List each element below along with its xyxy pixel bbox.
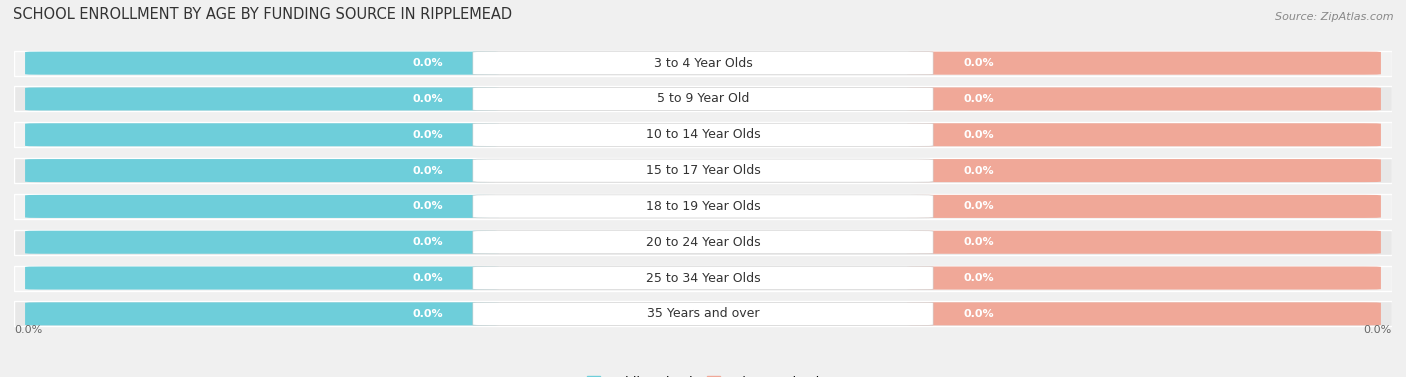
FancyBboxPatch shape [907,159,1381,182]
FancyBboxPatch shape [25,87,499,110]
Text: 0.0%: 0.0% [963,309,994,319]
FancyBboxPatch shape [907,123,1381,146]
FancyBboxPatch shape [472,267,934,290]
Text: 18 to 19 Year Olds: 18 to 19 Year Olds [645,200,761,213]
FancyBboxPatch shape [472,123,934,146]
Text: 0.0%: 0.0% [963,130,994,140]
FancyBboxPatch shape [472,52,934,75]
Text: 0.0%: 0.0% [412,58,443,68]
Text: 0.0%: 0.0% [963,201,994,211]
FancyBboxPatch shape [907,87,1381,110]
Text: 20 to 24 Year Olds: 20 to 24 Year Olds [645,236,761,249]
FancyBboxPatch shape [14,194,1392,219]
FancyBboxPatch shape [25,195,499,218]
Text: 0.0%: 0.0% [412,237,443,247]
FancyBboxPatch shape [14,158,1392,183]
FancyBboxPatch shape [14,301,1392,326]
Text: 35 Years and over: 35 Years and over [647,307,759,320]
FancyBboxPatch shape [472,195,934,218]
FancyBboxPatch shape [14,230,1392,255]
Text: 10 to 14 Year Olds: 10 to 14 Year Olds [645,128,761,141]
FancyBboxPatch shape [25,159,499,182]
FancyBboxPatch shape [14,86,1392,112]
Text: Source: ZipAtlas.com: Source: ZipAtlas.com [1275,12,1393,22]
Text: 0.0%: 0.0% [963,273,994,283]
Text: 15 to 17 Year Olds: 15 to 17 Year Olds [645,164,761,177]
Text: 0.0%: 0.0% [412,166,443,176]
Text: 0.0%: 0.0% [412,130,443,140]
Legend: Public School, Private School: Public School, Private School [588,375,818,377]
Text: 0.0%: 0.0% [963,166,994,176]
FancyBboxPatch shape [907,302,1381,325]
FancyBboxPatch shape [472,87,934,110]
Text: 0.0%: 0.0% [963,58,994,68]
Text: 0.0%: 0.0% [412,94,443,104]
FancyBboxPatch shape [25,231,499,254]
Text: 0.0%: 0.0% [412,201,443,211]
FancyBboxPatch shape [472,231,934,254]
FancyBboxPatch shape [25,52,499,75]
FancyBboxPatch shape [14,265,1392,291]
FancyBboxPatch shape [14,51,1392,76]
FancyBboxPatch shape [25,123,499,146]
FancyBboxPatch shape [907,231,1381,254]
Text: 0.0%: 0.0% [963,94,994,104]
Text: 3 to 4 Year Olds: 3 to 4 Year Olds [654,57,752,70]
FancyBboxPatch shape [907,195,1381,218]
FancyBboxPatch shape [25,302,499,325]
Text: SCHOOL ENROLLMENT BY AGE BY FUNDING SOURCE IN RIPPLEMEAD: SCHOOL ENROLLMENT BY AGE BY FUNDING SOUR… [13,7,512,22]
Text: 0.0%: 0.0% [963,237,994,247]
Text: 0.0%: 0.0% [14,325,42,335]
Text: 5 to 9 Year Old: 5 to 9 Year Old [657,92,749,106]
FancyBboxPatch shape [25,267,499,290]
Text: 25 to 34 Year Olds: 25 to 34 Year Olds [645,271,761,285]
Text: 0.0%: 0.0% [412,309,443,319]
FancyBboxPatch shape [472,159,934,182]
FancyBboxPatch shape [907,267,1381,290]
Text: 0.0%: 0.0% [1364,325,1392,335]
FancyBboxPatch shape [472,302,934,325]
FancyBboxPatch shape [14,122,1392,147]
Text: 0.0%: 0.0% [412,273,443,283]
FancyBboxPatch shape [907,52,1381,75]
